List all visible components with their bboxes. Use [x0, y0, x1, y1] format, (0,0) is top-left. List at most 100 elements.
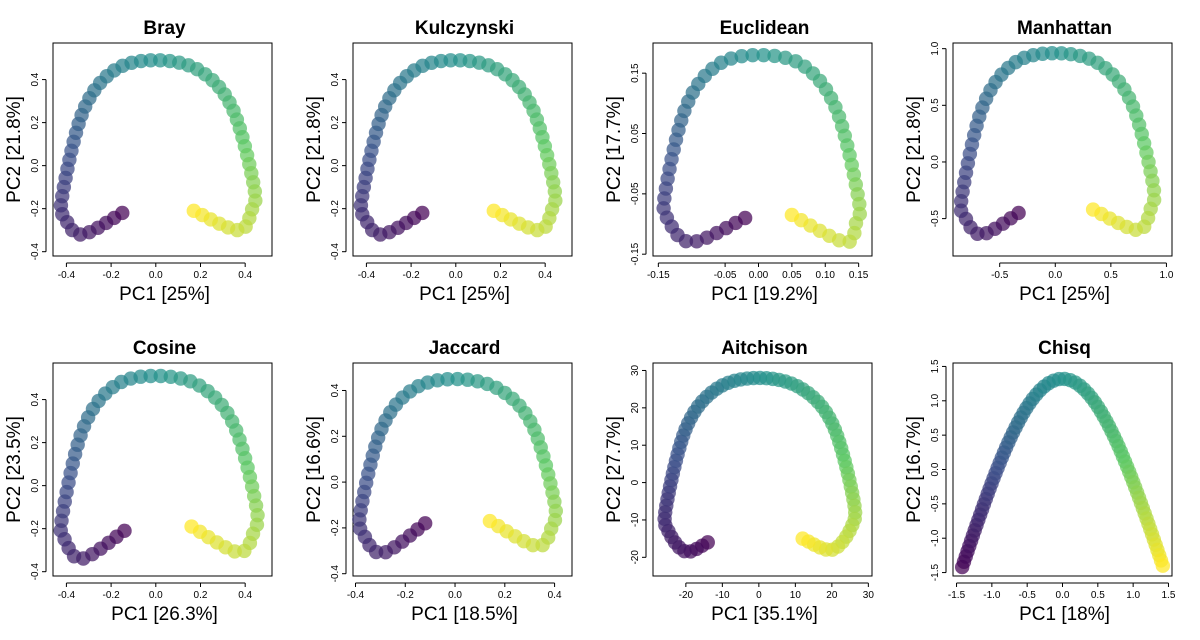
x-axis-label: PC1 [25%] [119, 284, 210, 305]
plot-frame [52, 362, 273, 577]
x-axis-label: PC1 [25%] [1019, 284, 1110, 305]
y-axis-label: PC2 [16.6%] [304, 416, 325, 523]
x-tick-label: 10 [790, 590, 802, 601]
y-tick-label: 0.4 [330, 383, 341, 397]
y-axis-label: PC2 [21.8%] [904, 96, 925, 203]
chart-title: Jaccard [429, 338, 501, 359]
x-tick-label: -0.05 [714, 270, 737, 281]
y-tick-label: 1.0 [930, 41, 941, 55]
data-point [734, 48, 749, 64]
pcoa-panel: Jaccard -0.4 -0.2 0.0 0.2 0.4 -0.4 -0.2 0.0 0.2 0.… [300, 320, 600, 640]
y-tick-label: 10 [630, 439, 641, 451]
pcoa-plot: Jaccard -0.4 -0.2 0.0 0.2 0.4 -0.4 -0.2 0.0 0.2 0.… [304, 338, 573, 625]
data-point [1085, 202, 1101, 217]
x-tick-label: -10 [715, 590, 730, 601]
y-axis-label: PC2 [21.8%] [304, 96, 325, 203]
data-point [184, 519, 199, 534]
y-tick-label: -1.5 [930, 564, 941, 582]
y-axis-label: PC2 [16.7%] [904, 416, 925, 523]
x-tick-label: -0.4 [358, 270, 376, 281]
x-axis-label: PC1 [18.5%] [411, 604, 518, 625]
points-group [53, 53, 263, 242]
y-tick-label: 0.2 [30, 115, 41, 129]
x-tick-label: -0.5 [1019, 590, 1037, 601]
pcoa-plot: Euclidean -0.15 -0.05 0.00 0.05 0.10 0.15 -0.15… [604, 18, 873, 305]
plot-frame [652, 42, 873, 257]
y-tick-label: -0.5 [930, 210, 941, 228]
x-tick-label: 0 [756, 590, 762, 601]
plot-frame [352, 42, 573, 257]
data-point [756, 47, 771, 63]
y-tick-label: 0.15 [630, 63, 641, 83]
x-tick-label: 0.2 [194, 270, 208, 281]
x-tick-label: 0.4 [238, 590, 252, 601]
y-tick-label: -0.5 [930, 495, 941, 513]
x-axis-label: PC1 [26.3%] [111, 604, 218, 625]
pcoa-plot: Aitchison -20 -10 0 10 20 30 -20 -10 0 10 20 30 PC1 [… [604, 338, 875, 625]
y-tick-label: 0.0 [930, 155, 941, 169]
chart-title: Cosine [133, 338, 196, 359]
x-tick-label: 0.2 [194, 590, 208, 601]
y-tick-label: 0.2 [330, 429, 341, 443]
x-tick-label: 0.4 [238, 270, 252, 281]
y-tick-label: -0.4 [330, 565, 341, 583]
plot-frame [952, 362, 1173, 577]
x-tick-label: 1.5 [1162, 590, 1176, 601]
x-tick-label: 0.4 [548, 590, 562, 601]
x-tick-label: -0.2 [102, 590, 120, 601]
data-point [767, 48, 782, 64]
pcoa-panel: Chisq -1.5 -1.0 -0.5 0.0 0.5 1.0 1.5 -1.5 -1.0 -0.… [900, 320, 1200, 640]
pcoa-panel: Bray -0.4 -0.2 0.0 0.2 0.4 -0.4 -0.2 0.0 0.2 0.4 PC… [0, 0, 300, 320]
pcoa-plot: Cosine -0.4 -0.2 0.0 0.2 0.4 -0.4 -0.2 0.0 0.2 0.4… [4, 338, 273, 625]
x-tick-label: 0.05 [782, 270, 802, 281]
data-point [784, 207, 800, 223]
pcoa-plot: Bray -0.4 -0.2 0.0 0.2 0.4 -0.4 -0.2 0.0 0.2 0.4 PC… [4, 18, 273, 305]
y-tick-label: 0.0 [30, 158, 41, 172]
y-tick-label: 0.5 [930, 428, 941, 442]
x-tick-label: 30 [863, 590, 875, 601]
y-tick-label: 0.2 [330, 115, 341, 129]
y-tick-label: -0.2 [30, 520, 41, 538]
y-tick-label: -20 [630, 550, 641, 565]
y-tick-label: -0.2 [330, 519, 341, 537]
chart-title: Aitchison [721, 338, 808, 359]
y-tick-label: -0.4 [30, 243, 41, 261]
plot-frame [652, 362, 873, 577]
x-tick-label: 0.0 [1048, 270, 1062, 281]
pcoa-plot: Manhattan -0.5 0.0 0.5 1.0 -0.5 0.0 0.5 1.0 PC1 [… [904, 18, 1174, 305]
y-axis-label: PC2 [17.7%] [604, 96, 625, 203]
y-axis-label: PC2 [21.8%] [4, 96, 25, 203]
chart-title: Euclidean [720, 18, 810, 39]
y-tick-label: -0.15 [630, 242, 641, 265]
y-tick-label: -0.4 [330, 243, 341, 261]
x-tick-label: -0.4 [347, 590, 365, 601]
x-axis-label: PC1 [18%] [1019, 604, 1110, 625]
x-tick-label: 0.0 [1056, 590, 1070, 601]
points-group [53, 368, 265, 566]
y-tick-label: 20 [630, 402, 641, 414]
plot-frame [352, 362, 573, 577]
x-tick-label: -1.0 [983, 590, 1001, 601]
points-group [953, 46, 1162, 241]
data-point [143, 368, 158, 384]
pcoa-panel: Cosine -0.4 -0.2 0.0 0.2 0.4 -0.4 -0.2 0.0 0.2 0.4… [0, 320, 300, 640]
x-tick-label: 20 [826, 590, 838, 601]
y-tick-label: 0.5 [930, 98, 941, 112]
y-tick-label: -0.05 [630, 182, 641, 205]
x-tick-label: 1.0 [1159, 270, 1173, 281]
data-point [745, 47, 760, 63]
chart-title: Chisq [1038, 338, 1091, 359]
data-point [486, 203, 501, 219]
y-tick-label: 0.0 [330, 475, 341, 489]
x-tick-label: -0.4 [58, 270, 76, 281]
data-point [482, 513, 498, 529]
y-tick-label: -0.2 [30, 200, 41, 218]
x-tick-label: 0.0 [448, 590, 462, 601]
x-tick-label: 0.2 [498, 590, 512, 601]
x-tick-label: -0.2 [102, 270, 120, 281]
y-tick-label: -0.4 [30, 563, 41, 581]
x-tick-label: 0.0 [149, 270, 163, 281]
y-tick-label: 1.0 [930, 393, 941, 407]
x-tick-label: 0.5 [1104, 270, 1118, 281]
pcoa-panel: Kulczynski -0.4 -0.2 0.0 0.2 0.4 -0.4 -0.2 0.0 0.… [300, 0, 600, 320]
